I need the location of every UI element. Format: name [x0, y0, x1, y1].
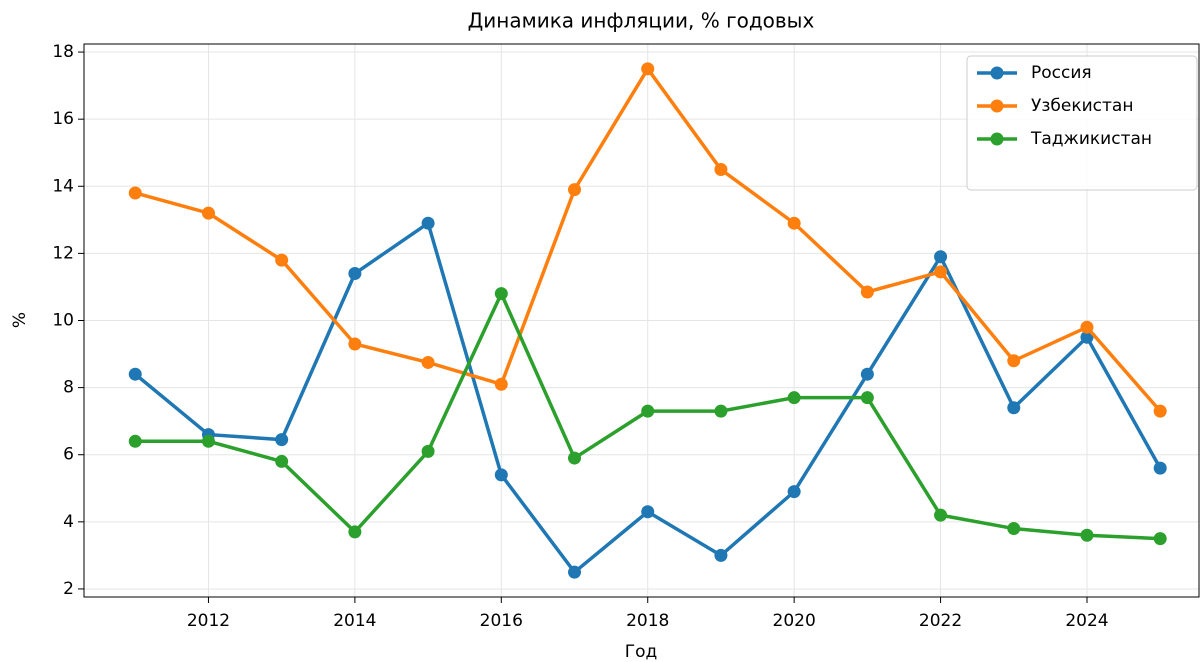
y-tick-label: 10	[52, 311, 74, 331]
data-point	[128, 434, 142, 448]
data-point	[934, 508, 948, 522]
legend-marker	[990, 132, 1004, 146]
y-axis-label: %	[10, 312, 30, 328]
data-point	[1080, 320, 1094, 334]
data-point	[860, 285, 874, 299]
chart-title: Динамика инфляции, % годовых	[468, 9, 815, 33]
data-point	[714, 162, 728, 176]
data-point	[934, 250, 948, 264]
data-point	[860, 391, 874, 405]
data-point	[641, 62, 655, 76]
data-point	[641, 505, 655, 519]
data-point	[1153, 461, 1167, 475]
x-tick-label: 2018	[626, 611, 669, 631]
data-point	[201, 206, 215, 220]
y-tick-label: 14	[52, 176, 74, 196]
legend-label: Узбекистан	[1031, 96, 1133, 116]
data-point	[421, 444, 435, 458]
data-point	[275, 454, 289, 468]
x-axis-label: Год	[625, 642, 658, 662]
data-point	[494, 468, 508, 482]
data-point	[1080, 330, 1094, 344]
data-point	[568, 183, 582, 197]
data-point	[1080, 528, 1094, 542]
plot-frame	[83, 43, 1200, 598]
data-point	[1007, 354, 1021, 368]
data-point	[1153, 404, 1167, 418]
x-tick-label: 2016	[480, 611, 523, 631]
data-point	[787, 216, 801, 230]
legend-label: Таджикистан	[1030, 129, 1152, 149]
data-point	[714, 548, 728, 562]
y-tick-label: 12	[52, 243, 74, 263]
y-tick-label: 16	[52, 109, 74, 129]
y-tick-label: 4	[63, 512, 74, 532]
y-tick-label: 8	[63, 378, 74, 398]
y-tick-label: 18	[52, 42, 74, 62]
legend-marker	[990, 66, 1004, 80]
data-point	[787, 391, 801, 405]
x-tick-label: 2024	[1065, 611, 1108, 631]
data-point	[348, 267, 362, 281]
data-point	[1007, 401, 1021, 415]
data-point	[568, 451, 582, 465]
legend-marker	[990, 99, 1004, 113]
data-point	[1153, 532, 1167, 546]
data-point	[348, 525, 362, 539]
x-tick-label: 2012	[187, 611, 230, 631]
y-tick-label: 2	[63, 579, 74, 599]
data-point	[641, 404, 655, 418]
y-tick-label: 6	[63, 445, 74, 465]
data-point	[494, 377, 508, 391]
data-point	[128, 367, 142, 381]
data-point	[421, 355, 435, 369]
data-point	[275, 433, 289, 447]
data-point	[568, 565, 582, 579]
data-point	[128, 186, 142, 200]
data-point	[787, 485, 801, 499]
data-point	[348, 337, 362, 351]
data-point	[1007, 522, 1021, 536]
legend-box	[966, 55, 1198, 191]
x-tick-label: 2014	[333, 611, 376, 631]
data-point	[275, 253, 289, 267]
legend-label: Россия	[1031, 63, 1092, 83]
data-point	[860, 367, 874, 381]
data-point	[494, 287, 508, 301]
x-tick-label: 2020	[773, 611, 816, 631]
data-point	[714, 404, 728, 418]
x-tick-label: 2022	[919, 611, 962, 631]
data-point	[934, 265, 948, 279]
data-point	[201, 434, 215, 448]
data-point	[421, 216, 435, 230]
